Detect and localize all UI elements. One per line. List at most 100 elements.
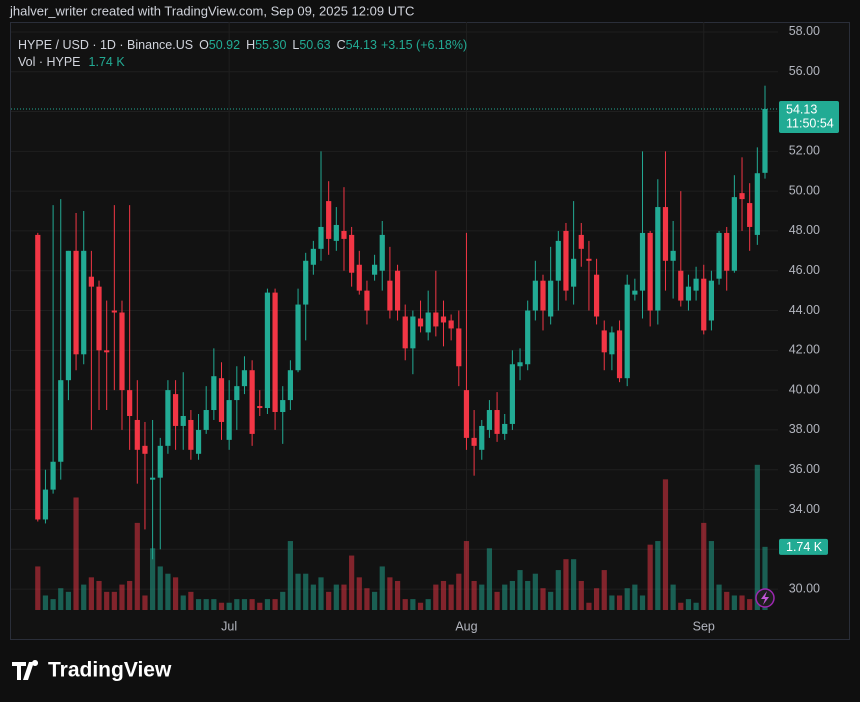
legend-row: Vol · HYPE 1.74 K [18,55,125,69]
candle-body [731,197,737,271]
volume-bar [387,577,393,610]
candle-body [571,258,577,287]
volume-bar [724,591,730,610]
candle-body [479,425,485,450]
x-tick-label: Sep [693,619,715,633]
candle-body [96,286,102,351]
candle-body [525,310,531,365]
candle-body [678,270,684,301]
volume-bar [127,580,133,610]
candle-body [632,290,638,295]
candle-body [433,312,439,327]
volume-bar [639,595,646,610]
candle-body [540,280,546,311]
volume-bar [180,595,186,610]
candle-body [218,378,225,422]
volume-bar [65,591,72,610]
volume-bar [486,548,493,610]
candle-body [234,386,240,401]
volume-bar [716,584,722,610]
volume-bar [341,584,347,610]
volume-value: 1.74 K [89,55,126,69]
candle-body [402,316,408,349]
y-tick-label: 40.00 [789,382,820,396]
volume-bar [655,541,661,610]
candle-body [65,250,72,381]
volume-bar [218,602,225,610]
volume-bar [58,588,64,610]
volume-bar [257,602,263,610]
volume-bar [739,595,745,610]
volume-bar [203,599,209,610]
volume-bar [440,580,447,610]
volume-bar [456,573,462,610]
candle-body [356,264,362,291]
candle-body [410,316,416,349]
last-price-label: 54.13 [786,102,817,116]
logo-mark [12,660,39,680]
candle-body [371,264,378,275]
y-tick-label: 38.00 [789,422,820,436]
volume-bar [287,541,293,610]
volume-bar [417,602,424,610]
legend-key: O [199,38,209,52]
candle-body [81,250,87,355]
volume-bar [448,584,454,610]
volume-bar [73,497,79,610]
volume-bar [119,584,125,610]
volume-bar [685,599,692,610]
volume-bar [310,584,316,610]
candle-body [157,445,163,478]
volume-bar [88,577,94,610]
legend-key: L [292,38,299,52]
series-name: HYPE / USD · 1D · Binance.US [18,38,193,52]
volume-bar [624,588,630,610]
candle-body [548,280,554,317]
candle-body [211,376,217,411]
legend-value: 50.63 [299,38,330,52]
candle-body [58,380,64,462]
candle-body [318,226,324,249]
candle-body [226,400,232,440]
volume-bar [264,599,271,610]
volume-bar [195,599,202,610]
candle-body [486,410,493,430]
volume-bar [379,566,385,610]
volume-bar [647,544,653,610]
volume-bar [111,591,117,610]
candle-body [517,362,523,367]
volume-bar [150,548,156,610]
last-volume-label: 1.74 K [786,540,823,554]
volume-bar [578,580,584,610]
candle-body [35,234,41,520]
volume-bar [502,584,508,610]
candle-body [333,224,339,241]
candle-body [708,280,715,321]
y-tick-label: 48.00 [789,223,820,237]
x-tick-label: Aug [455,619,477,633]
volume-bar [425,599,431,610]
volume-bar [356,577,362,610]
legend-value: 55.30 [255,38,286,52]
legend-row: HYPE / USD · 1D · Binance.US O50.92 H55.30… [18,38,467,52]
volume-bar [632,584,638,610]
volume-bar [295,573,301,610]
brand: TradingView [48,659,172,682]
candle-body [509,364,515,424]
candle-body [287,370,293,401]
last-price-box [779,100,839,133]
volume-bar [165,573,171,610]
candle-body [662,207,669,261]
candle-body [88,276,94,287]
volume-name: Vol · HYPE [18,55,81,69]
volume-bar [318,577,324,610]
candle-body [456,328,462,367]
legend-value: 50.92 [209,38,240,52]
candle-body [762,108,768,173]
candle-body [494,410,500,434]
candle-body [257,406,263,409]
volume-bar [586,602,592,610]
volume-bar [532,573,538,610]
